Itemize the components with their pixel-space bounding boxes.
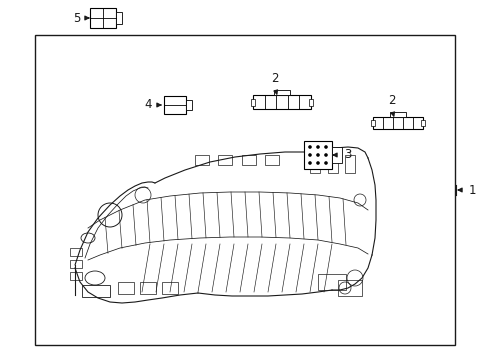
Circle shape: [307, 161, 311, 165]
Bar: [195, 155, 208, 165]
Bar: [337, 280, 361, 296]
Bar: [420, 120, 424, 126]
Text: 3: 3: [344, 148, 351, 162]
Bar: [372, 117, 422, 129]
Bar: [309, 155, 319, 173]
Bar: [345, 155, 354, 173]
Bar: [331, 147, 341, 163]
Bar: [304, 141, 331, 169]
Text: 4: 4: [144, 99, 151, 112]
Text: 2: 2: [387, 94, 395, 107]
Bar: [370, 120, 374, 126]
Circle shape: [324, 153, 327, 157]
Circle shape: [324, 161, 327, 165]
Bar: [273, 90, 289, 95]
Circle shape: [316, 145, 319, 149]
Bar: [35, 35, 454, 345]
Bar: [163, 96, 185, 114]
Bar: [242, 155, 256, 165]
Bar: [90, 8, 116, 28]
Bar: [327, 155, 337, 173]
Bar: [162, 282, 178, 294]
Text: 5: 5: [73, 12, 81, 24]
Bar: [116, 12, 122, 24]
Bar: [218, 155, 231, 165]
Bar: [118, 282, 134, 294]
Text: 2: 2: [271, 72, 278, 85]
Bar: [70, 248, 82, 256]
Text: 1: 1: [468, 184, 475, 197]
Bar: [82, 285, 110, 297]
Circle shape: [316, 161, 319, 165]
Bar: [250, 99, 254, 105]
Bar: [70, 260, 82, 268]
Bar: [317, 274, 346, 290]
Circle shape: [307, 145, 311, 149]
Bar: [252, 95, 310, 109]
Bar: [389, 112, 405, 117]
Bar: [70, 272, 82, 280]
Circle shape: [307, 153, 311, 157]
Bar: [185, 100, 192, 110]
Bar: [140, 282, 156, 294]
Circle shape: [324, 145, 327, 149]
Bar: [264, 155, 279, 165]
Circle shape: [316, 153, 319, 157]
Bar: [308, 99, 312, 105]
